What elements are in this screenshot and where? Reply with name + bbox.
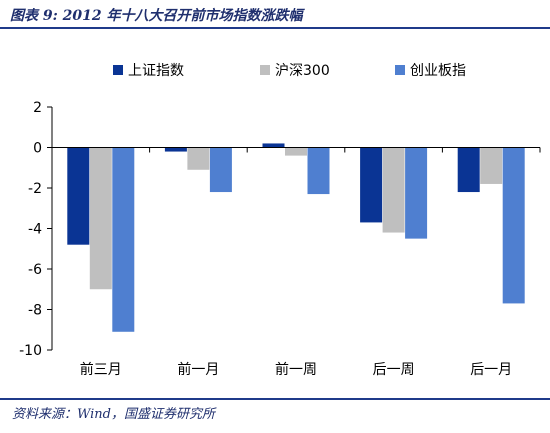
legend-label-3: 创业板指 bbox=[410, 63, 466, 79]
legend-swatch-1 bbox=[113, 65, 123, 75]
bar-3-3 bbox=[307, 147, 330, 195]
legend-swatch-2 bbox=[260, 65, 270, 75]
bar-2-4 bbox=[382, 147, 405, 233]
bar-3-1 bbox=[112, 147, 135, 332]
y-tick-label: 2 bbox=[33, 100, 42, 116]
x-tick-label: 前三月 bbox=[80, 361, 122, 378]
y-tick-label: -8 bbox=[28, 303, 42, 319]
bar-2-2 bbox=[187, 147, 210, 170]
bar-1-1 bbox=[67, 147, 90, 245]
y-tick-label: -2 bbox=[28, 181, 42, 197]
bar-2-5 bbox=[480, 147, 503, 184]
bar-1-3 bbox=[262, 143, 285, 148]
chart-title: 图表 9: 2012 年十八大召开前市场指数涨跌幅 bbox=[10, 8, 303, 24]
bar-3-4 bbox=[405, 147, 428, 239]
bar-1-2 bbox=[164, 147, 187, 152]
source-note: 资料来源：Wind，国盛证券研究所 bbox=[12, 407, 215, 422]
x-tick-label: 前一周 bbox=[275, 361, 317, 378]
legend-label-1: 上证指数 bbox=[128, 63, 184, 79]
y-tick-label: -6 bbox=[28, 262, 42, 278]
y-tick-label: -10 bbox=[19, 343, 42, 359]
legend-swatch-3 bbox=[395, 65, 405, 75]
y-tick-label: 0 bbox=[33, 141, 42, 157]
bar-2-3 bbox=[285, 147, 307, 156]
bar-3-5 bbox=[502, 147, 525, 304]
bar-1-4 bbox=[360, 147, 383, 223]
x-tick-label: 后一月 bbox=[470, 362, 512, 378]
bar-2-1 bbox=[89, 147, 112, 290]
bar-1-5 bbox=[457, 147, 480, 193]
bottom-rule bbox=[0, 398, 550, 400]
axes: 2 0 -2 -4 -6 -8 -10 前三月 前一月 前一周 后一周 后一月 bbox=[19, 100, 541, 378]
x-tick-label: 前一月 bbox=[177, 361, 219, 378]
legend-label-2: 沪深300 bbox=[275, 63, 330, 79]
legend: 上证指数 沪深300 创业板指 bbox=[113, 63, 466, 79]
top-rule bbox=[0, 27, 550, 29]
bar-3-2 bbox=[209, 147, 232, 193]
bars bbox=[67, 143, 525, 332]
x-tick-label: 后一周 bbox=[373, 362, 415, 378]
y-tick-label: -4 bbox=[28, 222, 42, 238]
